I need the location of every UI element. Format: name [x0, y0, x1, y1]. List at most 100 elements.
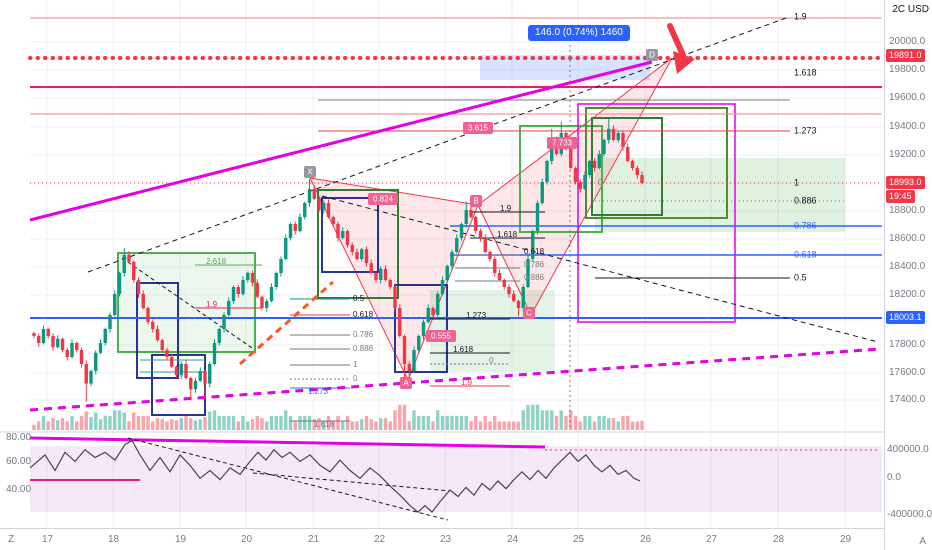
measure-tool-label[interactable]: 146.0 (0.74%) 1460 [528, 25, 630, 41]
label-badge-bg[interactable] [426, 330, 456, 342]
time-axis-label: 21 [308, 534, 320, 545]
volume-bar [160, 419, 164, 430]
trend-line[interactable] [29, 347, 881, 412]
axis-corner-label[interactable]: A [919, 536, 926, 547]
volume-bar [398, 404, 402, 430]
volume-bar [364, 415, 369, 430]
candle-body [288, 224, 293, 238]
label-badge-bg[interactable] [304, 166, 316, 178]
candle-body [350, 245, 354, 252]
price-axis-label: 17400.0 [889, 394, 926, 405]
fib-ratio-label: 1.273 [794, 125, 817, 135]
label-badge-text: C [526, 309, 532, 318]
volume-bar [578, 421, 582, 430]
label-badge-bg[interactable] [400, 377, 412, 389]
price-axis[interactable]: 2C USD A 20000.0 19800.0 19600.0 19400.0 192… [884, 0, 932, 550]
candle-body [265, 301, 269, 308]
candle-body [388, 280, 392, 287]
volume-bar [402, 404, 407, 430]
volume-bar [497, 421, 502, 430]
volume-bar [445, 415, 449, 430]
price-badge: 19:45 [886, 190, 915, 203]
drawing-box[interactable] [394, 284, 448, 373]
fib-ratio-label: 1.9 [794, 11, 807, 21]
candle-body [355, 252, 359, 259]
volume-bar [516, 421, 521, 430]
down-arrow-icon[interactable] [667, 23, 686, 58]
drawing-box[interactable] [317, 189, 399, 299]
candle-body [246, 273, 250, 280]
candle-body [474, 217, 478, 231]
time-axis-label: 25 [573, 534, 585, 545]
candle-body [222, 315, 226, 329]
label-badge-bg[interactable] [547, 137, 577, 149]
indicator-axis-label: 0.0 [887, 472, 901, 483]
label-badge-bg[interactable] [463, 122, 493, 134]
trend-line[interactable] [239, 280, 334, 366]
volume-bar [521, 410, 525, 430]
volume-bar [417, 415, 421, 430]
candle-body [208, 364, 212, 384]
fib-level-label: 1.618 [314, 420, 335, 429]
drawing-box[interactable] [591, 117, 663, 216]
candle-body [621, 133, 625, 147]
volume-bar [89, 417, 93, 430]
candle-body [616, 133, 620, 140]
trend-line[interactable] [87, 17, 787, 273]
label-badge-bg[interactable] [523, 307, 535, 319]
trend-line[interactable] [121, 257, 253, 349]
label-badge-bg[interactable] [646, 49, 658, 61]
candle-body [545, 161, 549, 182]
volume-bar [70, 415, 74, 430]
volume-bar [602, 415, 606, 430]
candle-body [165, 350, 169, 357]
label-badge-bg[interactable] [368, 193, 398, 205]
volume-bar [208, 411, 212, 430]
volume-bar [103, 415, 107, 430]
volume-bar [450, 415, 454, 430]
trend-line[interactable] [29, 60, 653, 222]
trend-line[interactable] [127, 437, 449, 521]
candle-body [431, 308, 435, 315]
volume-bar [573, 415, 578, 430]
trend-line[interactable] [252, 472, 451, 492]
drawing-box[interactable] [117, 252, 256, 353]
candle-body [94, 352, 98, 371]
label-badge-text: 0.555 [431, 332, 452, 341]
drawing-box[interactable] [321, 197, 379, 273]
volume-bar [611, 418, 616, 430]
time-axis[interactable]: Z 17 18 19 20 21 22 23 24 25 26 27 28 29 [0, 528, 884, 550]
volume-bar [94, 412, 98, 430]
candle-body [640, 175, 644, 183]
candle-body [151, 322, 155, 329]
label-badge-bg[interactable] [470, 195, 482, 207]
candle-body [445, 266, 449, 280]
trend-line[interactable] [29, 436, 546, 449]
time-axis-label: 17 [42, 534, 54, 545]
timezone-label[interactable]: Z [8, 534, 15, 545]
price-axis-label: 18400.0 [889, 261, 926, 272]
candle-body [79, 350, 84, 364]
indicator-left-label: 80.00 [6, 432, 32, 443]
candle-body [402, 336, 407, 364]
trend-line[interactable] [321, 195, 879, 343]
fib-level-label: 0.618 [524, 247, 545, 256]
candle-body [37, 336, 41, 343]
drawing-box[interactable] [577, 103, 736, 323]
candle-body [369, 263, 373, 273]
drawing-box[interactable] [585, 107, 728, 219]
candle-body [407, 364, 411, 371]
volume-bar [170, 419, 174, 430]
volume-bar [393, 410, 397, 430]
volume-bar [274, 415, 278, 430]
volume-bar [212, 410, 217, 430]
candle-body [374, 273, 378, 280]
candle-body [160, 340, 164, 350]
candle-body [483, 238, 487, 252]
volume-bar [193, 420, 198, 430]
volume-bar [75, 421, 79, 430]
volume-bar [46, 421, 50, 430]
time-axis-label: 23 [440, 534, 452, 545]
candle-body [502, 280, 506, 287]
